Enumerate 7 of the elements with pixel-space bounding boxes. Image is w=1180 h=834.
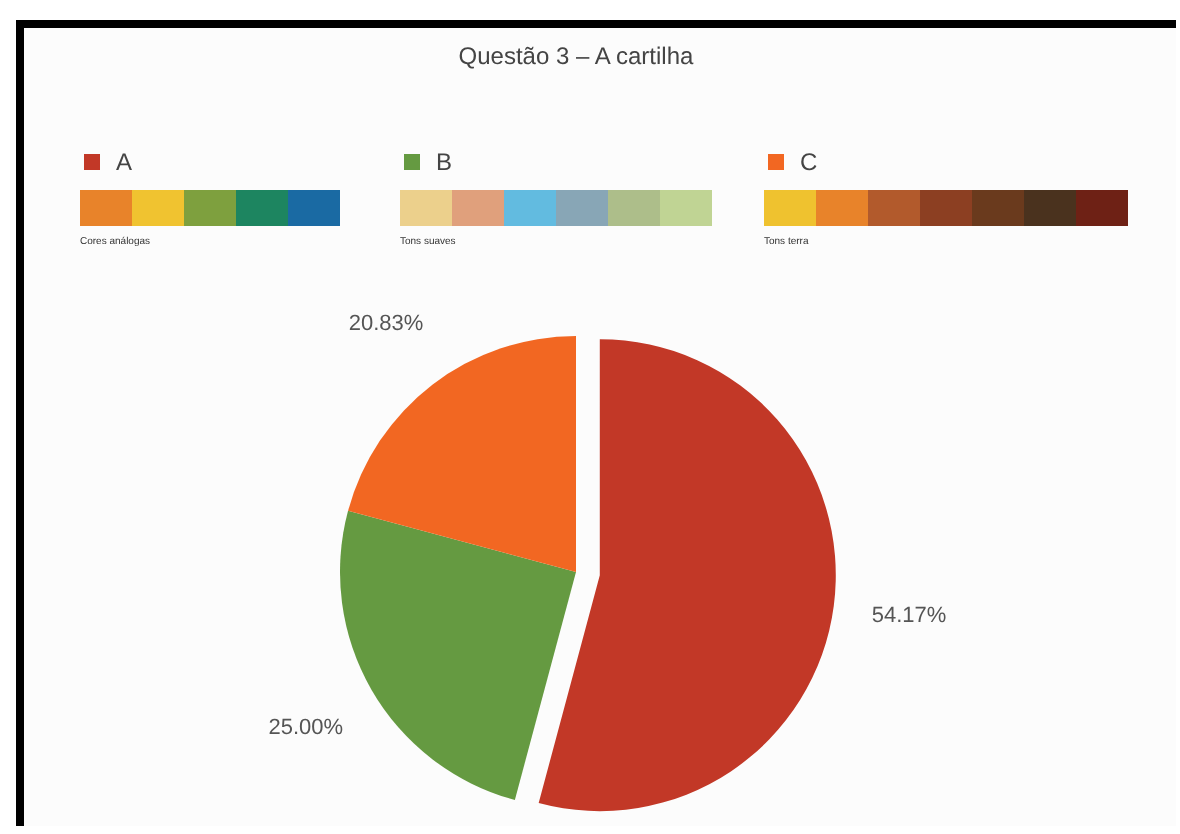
data-label: 25.00% bbox=[268, 715, 344, 740]
data-label: 54.17% bbox=[871, 603, 947, 628]
legend-label: C bbox=[800, 148, 818, 176]
chart-title: Questão 3 – A cartilha bbox=[458, 42, 695, 70]
data-label: 20.83% bbox=[348, 312, 424, 337]
legend-label: B bbox=[436, 148, 453, 176]
legend-label: A bbox=[116, 148, 133, 176]
